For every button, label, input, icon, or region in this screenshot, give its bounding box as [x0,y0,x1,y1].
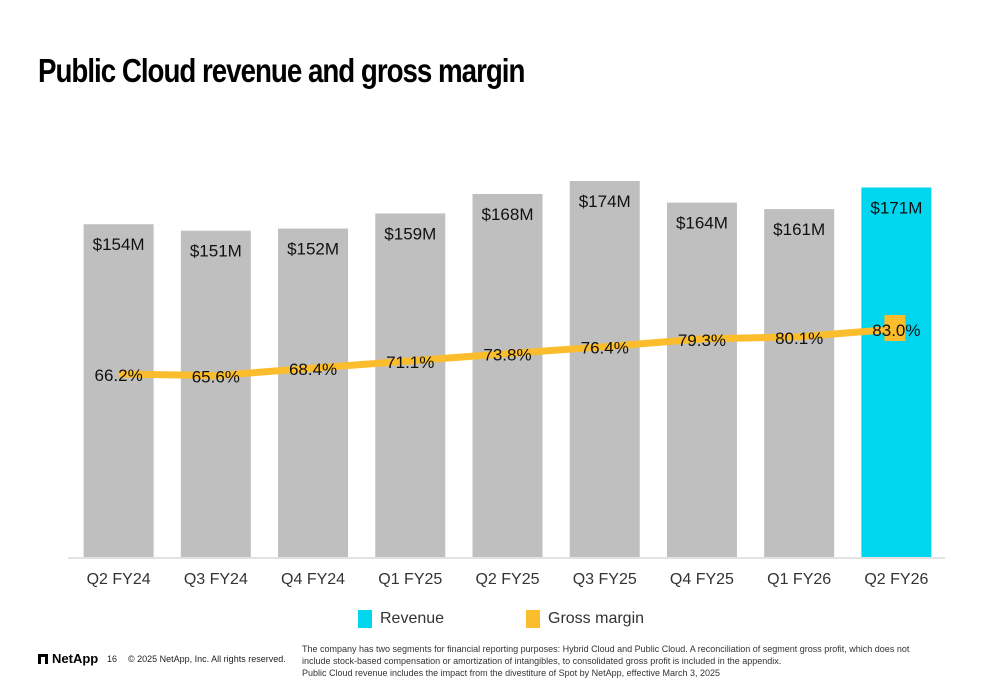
bar-revenue [278,228,349,558]
netapp-logo: NetApp [38,651,98,666]
bar-revenue [375,213,446,557]
legend-swatch-gross-margin [526,610,540,628]
line-data-label: 71.1% [386,353,434,372]
legend-swatch-revenue [358,610,372,628]
copyright: © 2025 NetApp, Inc. All rights reserved. [128,654,286,664]
bar-data-label: $154M [93,235,145,254]
x-tick-label: Q4 FY25 [670,571,734,588]
chart: Q2 FY24 Q3 FY24 Q4 FY24 Q1 FY25 Q2 FY25 Q3 FY… [68,181,945,588]
netapp-logo-icon [38,653,48,664]
bar-data-label: $171M [870,198,922,217]
line-data-label: 65.6% [192,368,240,387]
line-data-label: 83.0% [872,321,920,340]
page-number: 16 [107,654,118,664]
netapp-logo-text: NetApp [52,651,99,666]
line-marker-gross-margin [884,315,906,341]
x-tick-label: Q2 FY26 [864,571,928,588]
legend-label-revenue: Revenue [380,610,445,627]
line-data-label: 73.8% [483,346,531,365]
bar-data-label: $164M [676,214,728,233]
footnote: The company has two segments for financi… [302,643,982,679]
bar-data-label: $161M [773,220,825,239]
line-gross-margin [118,325,897,380]
footnote-line: The company has two segments for financi… [302,644,910,654]
legend-label-gross-margin: Gross margin [548,610,645,627]
bar-revenue [569,181,640,557]
line-data-label: 76.4% [581,339,629,358]
bar-revenue [764,209,835,557]
legend-item-revenue: Revenue [358,610,444,628]
page-title: Public Cloud revenue and gross margin [38,52,525,89]
bar-data-label: $151M [190,242,242,261]
x-tick-label: Q1 FY26 [767,571,831,588]
bar-revenue [472,193,543,557]
bar-revenue [861,187,932,557]
x-tick-label: Q3 FY25 [573,571,637,588]
legend-item-gross-margin: Gross margin [526,610,644,628]
footnote-line: Public Cloud revenue includes the impact… [302,668,721,678]
line-data-label: 79.3% [678,331,726,350]
bar-data-label: $152M [287,240,339,259]
bar-data-label: $174M [579,192,631,211]
legend: Revenue Gross margin [0,610,1000,632]
bar-data-label: $168M [482,205,534,224]
x-tick-label: Q4 FY24 [281,571,345,588]
x-tick-label: Q2 FY25 [475,571,539,588]
line-data-label: 68.4% [289,360,337,379]
line-data-label: 80.1% [775,329,823,348]
x-tick-label: Q3 FY24 [184,571,248,588]
bar-data-label: $159M [384,224,436,243]
line-data-label: 66.2% [95,366,143,385]
bar-revenue [83,224,154,557]
x-tick-label: Q2 FY24 [87,571,151,588]
bar-revenue [180,230,251,557]
bar-revenue [666,202,737,557]
footnote-line: include stock-based compensation or amor… [302,656,782,666]
x-tick-label: Q1 FY25 [378,571,442,588]
